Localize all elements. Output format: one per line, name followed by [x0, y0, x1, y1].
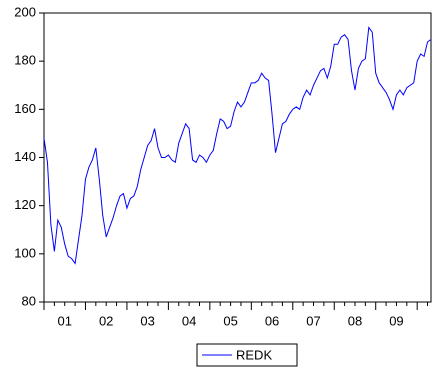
y-tick-label: 100 [14, 245, 36, 260]
x-tick-label: 04 [182, 313, 196, 328]
y-tick-label: 200 [14, 4, 36, 19]
legend-box [196, 343, 298, 367]
x-tick-label: 02 [99, 313, 113, 328]
y-tick-label: 120 [14, 197, 36, 212]
plot-frame [43, 12, 432, 303]
x-tick-label: 03 [140, 313, 154, 328]
x-tick-label: 07 [306, 313, 320, 328]
y-tick-label: 180 [14, 53, 36, 68]
x-tick-label: 01 [57, 313, 71, 328]
y-tick-label: 140 [14, 149, 36, 164]
series-line [43, 26, 432, 265]
y-tick-label: 80 [22, 293, 36, 308]
x-tick-label: 05 [223, 313, 237, 328]
x-tick-label: 08 [348, 313, 362, 328]
y-tick-label: 160 [14, 101, 36, 116]
x-tick-label: 09 [389, 313, 403, 328]
x-tick-label: 06 [265, 313, 279, 328]
legend-label: REDK [236, 347, 272, 362]
